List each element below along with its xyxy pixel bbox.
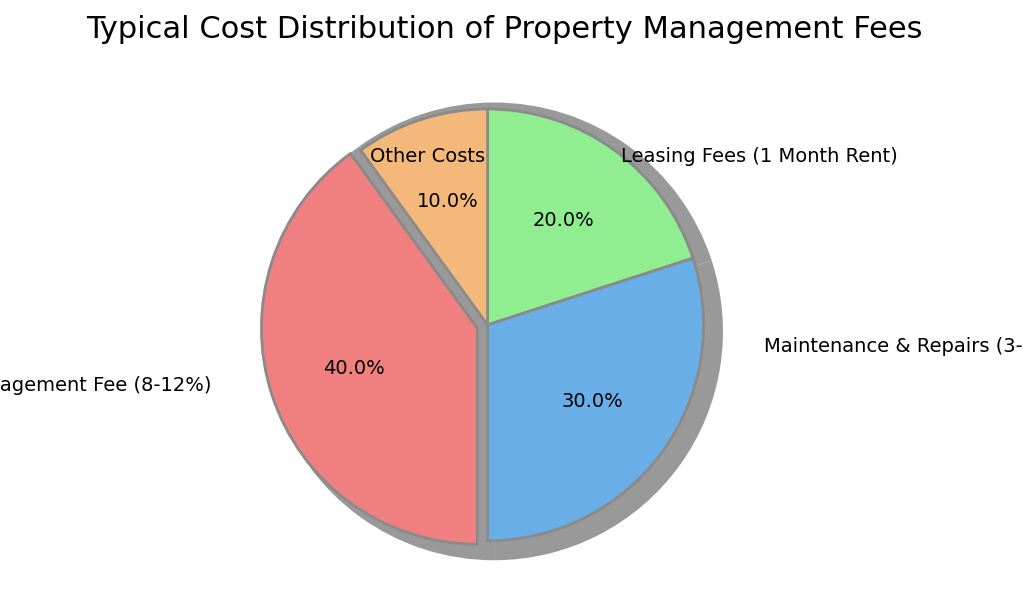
Text: Leasing Fees (1 Month Rent): Leasing Fees (1 Month Rent) xyxy=(622,147,898,166)
Wedge shape xyxy=(494,102,712,331)
Wedge shape xyxy=(487,258,703,541)
Wedge shape xyxy=(265,146,494,560)
Text: 30.0%: 30.0% xyxy=(561,392,624,410)
Text: 40.0%: 40.0% xyxy=(324,359,385,378)
Text: Management Fee (8-12%): Management Fee (8-12%) xyxy=(0,376,211,395)
Text: 10.0%: 10.0% xyxy=(417,192,478,211)
Wedge shape xyxy=(494,261,723,560)
Wedge shape xyxy=(261,153,477,544)
Wedge shape xyxy=(360,109,487,325)
Text: Maintenance & Repairs (3-5%): Maintenance & Repairs (3-5%) xyxy=(764,337,1024,356)
Wedge shape xyxy=(487,109,693,325)
Title: Typical Cost Distribution of Property Management Fees: Typical Cost Distribution of Property Ma… xyxy=(87,15,923,44)
Text: Other Costs: Other Costs xyxy=(370,147,484,166)
Wedge shape xyxy=(359,102,494,331)
Text: 20.0%: 20.0% xyxy=(532,211,595,229)
